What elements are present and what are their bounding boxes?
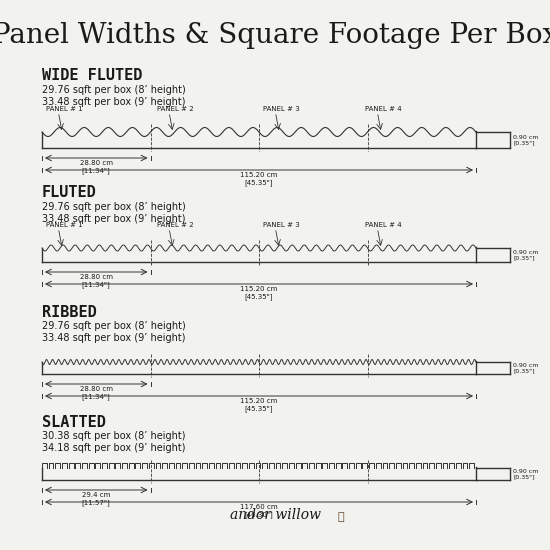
Text: 29.76 sqft per box (8’ height): 29.76 sqft per box (8’ height) — [42, 85, 186, 95]
Text: 33.48 sqft per box (9’ height): 33.48 sqft per box (9’ height) — [42, 97, 185, 107]
Text: PANEL # 2: PANEL # 2 — [157, 106, 194, 112]
Text: PANEL # 1: PANEL # 1 — [46, 106, 83, 112]
Text: 33.48 sqft per box (9’ height): 33.48 sqft per box (9’ height) — [42, 214, 185, 224]
Text: 28.80 cm
[11.34"]: 28.80 cm [11.34"] — [80, 160, 113, 174]
Text: 0.90 cm
[0.35"]: 0.90 cm [0.35"] — [513, 250, 538, 260]
Text: 115.20 cm
[45.35"]: 115.20 cm [45.35"] — [240, 172, 278, 186]
Text: PANEL # 4: PANEL # 4 — [365, 222, 402, 228]
Text: PANEL # 1: PANEL # 1 — [46, 222, 83, 228]
Text: 29.76 sqft per box (8’ height): 29.76 sqft per box (8’ height) — [42, 202, 186, 212]
Text: WIDE FLUTED: WIDE FLUTED — [42, 68, 142, 83]
Text: andor willow: andor willow — [229, 508, 321, 522]
Text: 117.60 cm
[46.30"]: 117.60 cm [46.30"] — [240, 504, 278, 518]
Text: 0.90 cm
[0.35"]: 0.90 cm [0.35"] — [513, 362, 538, 373]
Text: PANEL # 3: PANEL # 3 — [263, 222, 300, 228]
Text: PANEL # 2: PANEL # 2 — [157, 222, 194, 228]
Text: 30.38 sqft per box (8’ height): 30.38 sqft per box (8’ height) — [42, 431, 185, 441]
Text: 0.90 cm
[0.35"]: 0.90 cm [0.35"] — [513, 135, 538, 145]
Text: 115.20 cm
[45.35"]: 115.20 cm [45.35"] — [240, 286, 278, 300]
Text: 29.4 cm
[11.57"]: 29.4 cm [11.57"] — [82, 492, 111, 506]
Text: 0.90 cm
[0.35"]: 0.90 cm [0.35"] — [513, 469, 538, 480]
Text: 29.76 sqft per box (8’ height): 29.76 sqft per box (8’ height) — [42, 321, 186, 331]
Text: 33.48 sqft per box (9’ height): 33.48 sqft per box (9’ height) — [42, 333, 185, 343]
Text: RIBBED: RIBBED — [42, 305, 97, 320]
Text: 🌿: 🌿 — [338, 512, 345, 522]
Text: 28.80 cm
[11.34"]: 28.80 cm [11.34"] — [80, 386, 113, 400]
Text: 115.20 cm
[45.35"]: 115.20 cm [45.35"] — [240, 398, 278, 412]
Text: 28.80 cm
[11.34"]: 28.80 cm [11.34"] — [80, 274, 113, 288]
Text: Panel Widths & Square Footage Per Box: Panel Widths & Square Footage Per Box — [0, 22, 550, 49]
Text: 34.18 sqft per box (9’ height): 34.18 sqft per box (9’ height) — [42, 443, 185, 453]
Text: PANEL # 4: PANEL # 4 — [365, 106, 402, 112]
Text: SLATTED: SLATTED — [42, 415, 106, 430]
Text: PANEL # 3: PANEL # 3 — [263, 106, 300, 112]
Text: FLUTED: FLUTED — [42, 185, 97, 200]
